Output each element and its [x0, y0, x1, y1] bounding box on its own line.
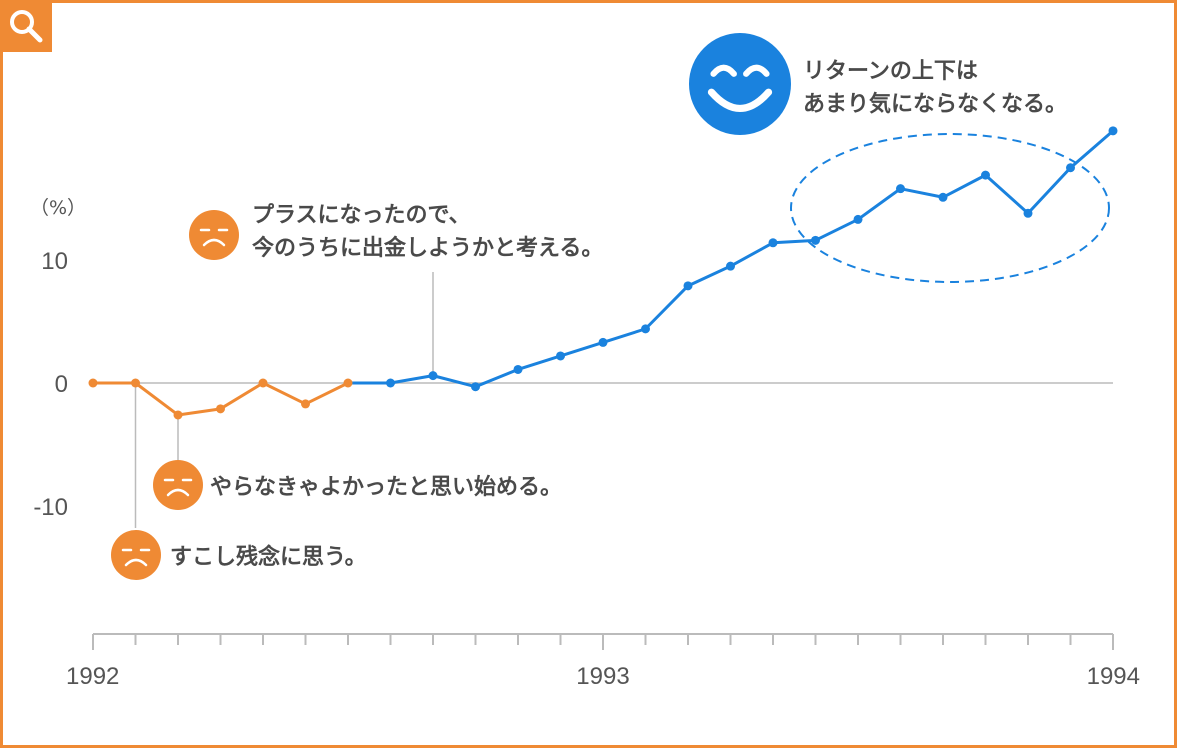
y-unit-label: （%）	[30, 197, 86, 219]
data-point	[641, 324, 650, 334]
data-point	[301, 399, 310, 409]
data-point	[556, 351, 565, 361]
data-point	[981, 170, 990, 180]
x-tick-label: 1992	[66, 663, 119, 690]
data-point	[88, 378, 98, 388]
annotation-text: リターンの上下は	[803, 59, 978, 84]
data-point	[938, 192, 948, 202]
x-tick-label: 1993	[576, 663, 629, 690]
x-tick-label: 1994	[1087, 663, 1140, 690]
data-point	[386, 378, 395, 388]
data-point	[1023, 208, 1033, 218]
highlight-ellipse	[790, 133, 1110, 283]
data-point	[683, 281, 693, 291]
series-group	[88, 126, 1118, 420]
annotation-text: やらなきゃよかったと思い始める。	[210, 474, 562, 500]
annotation-text: 今のうちに出金しようかと考える。	[252, 235, 603, 261]
data-point	[768, 238, 778, 248]
annotation-text: すこし残念に思う。	[170, 544, 367, 570]
y-tick-label: -10	[33, 494, 68, 521]
data-point	[811, 235, 820, 245]
data-point	[1066, 163, 1075, 173]
data-point	[896, 184, 905, 194]
data-point	[598, 337, 608, 347]
sad-face-icon	[111, 530, 161, 580]
sad-face-icon	[153, 460, 203, 510]
data-point	[853, 214, 863, 224]
data-point	[471, 382, 480, 392]
data-point	[216, 404, 225, 414]
data-point	[513, 364, 523, 374]
search-icon	[10, 10, 43, 43]
y-axis: 10 0 -10	[33, 248, 68, 521]
x-axis: 1992 1993 1994	[66, 633, 1140, 690]
annotation-text: プラスになったので、	[252, 203, 471, 228]
data-point	[258, 378, 268, 388]
data-point	[428, 371, 438, 381]
y-tick-label: 0	[55, 371, 68, 398]
sad-face-icon	[189, 210, 239, 260]
annotation-leaders	[134, 272, 434, 528]
annotations: すこし残念に思う。 やらなきゃよかったと思い始める。 プラスになったので、今のうちに…	[111, 33, 1067, 580]
y-tick-label: 10	[41, 248, 68, 275]
data-point	[131, 378, 140, 388]
data-point	[726, 261, 735, 271]
data-point	[343, 378, 353, 388]
smiley-face-icon	[689, 33, 791, 135]
data-point	[173, 410, 183, 420]
annotation-text: あまり気にならなくなる。	[803, 91, 1067, 117]
search-button[interactable]	[0, 0, 52, 52]
data-point	[1108, 126, 1118, 136]
